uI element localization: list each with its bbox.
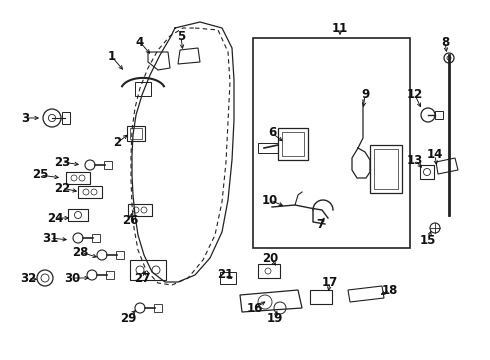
Bar bbox=[135, 82, 151, 96]
Text: 29: 29 bbox=[120, 311, 136, 324]
Text: 11: 11 bbox=[332, 22, 348, 35]
Text: 12: 12 bbox=[407, 89, 423, 102]
Bar bbox=[258, 264, 280, 278]
Text: 19: 19 bbox=[267, 311, 283, 324]
Text: 21: 21 bbox=[217, 269, 233, 282]
Bar bbox=[435, 111, 443, 119]
Bar bbox=[258, 143, 278, 153]
Bar bbox=[68, 209, 88, 221]
Bar bbox=[92, 234, 100, 242]
Bar bbox=[278, 128, 308, 160]
Text: 14: 14 bbox=[427, 148, 443, 162]
Text: 3: 3 bbox=[21, 112, 29, 125]
Bar bbox=[154, 304, 162, 312]
Text: 27: 27 bbox=[134, 271, 150, 284]
Text: 20: 20 bbox=[262, 252, 278, 265]
Text: 24: 24 bbox=[47, 211, 63, 225]
Text: 13: 13 bbox=[407, 153, 423, 166]
Bar bbox=[66, 172, 90, 184]
Bar bbox=[104, 161, 112, 169]
Bar bbox=[310, 290, 332, 304]
Bar bbox=[116, 251, 124, 259]
Bar bbox=[127, 126, 145, 141]
Bar bbox=[130, 128, 142, 139]
Bar bbox=[220, 272, 236, 284]
Bar bbox=[370, 145, 402, 193]
Text: 32: 32 bbox=[20, 271, 36, 284]
Bar bbox=[282, 132, 304, 156]
Text: 23: 23 bbox=[54, 156, 70, 168]
Text: 4: 4 bbox=[136, 36, 144, 49]
Bar bbox=[420, 165, 434, 179]
Text: 6: 6 bbox=[268, 126, 276, 139]
Text: 16: 16 bbox=[247, 302, 263, 315]
Text: 9: 9 bbox=[361, 89, 369, 102]
Bar bbox=[374, 149, 398, 189]
Text: 1: 1 bbox=[108, 50, 116, 63]
Bar bbox=[253, 38, 410, 248]
Text: 22: 22 bbox=[54, 181, 70, 194]
Text: 7: 7 bbox=[316, 219, 324, 231]
Text: 15: 15 bbox=[420, 234, 436, 247]
Text: 2: 2 bbox=[113, 136, 121, 149]
Bar bbox=[78, 186, 102, 198]
Bar bbox=[128, 204, 152, 216]
Text: 8: 8 bbox=[441, 36, 449, 49]
Text: 28: 28 bbox=[72, 246, 88, 258]
Text: 25: 25 bbox=[32, 168, 48, 181]
Text: 30: 30 bbox=[64, 271, 80, 284]
Text: 31: 31 bbox=[42, 231, 58, 244]
Text: 18: 18 bbox=[382, 284, 398, 297]
Bar bbox=[62, 112, 70, 124]
Text: 17: 17 bbox=[322, 275, 338, 288]
Bar bbox=[106, 271, 114, 279]
Text: 5: 5 bbox=[177, 31, 185, 44]
Text: 10: 10 bbox=[262, 194, 278, 207]
Text: 26: 26 bbox=[122, 213, 138, 226]
